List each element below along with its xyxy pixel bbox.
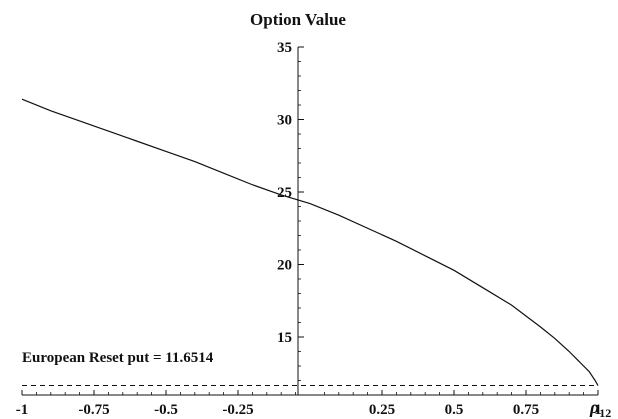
reference-line-label: European Reset put = 11.6514 [22,350,214,366]
x-tick-label: -0.75 [78,402,109,418]
x-axis-label: ρ12 [589,397,611,419]
x-tick-label: -1 [16,402,29,418]
x-axis-label-subscript: 12 [599,406,611,419]
axes [21,46,599,396]
tick-labels: -1 -0.75 -0.5 -0.25 0.25 0.5 0.75 1 15 20 25 30 35 [16,40,602,418]
option-value-line [21,98,599,386]
y-tick-label: 25 [277,185,292,201]
y-tick-label: 20 [277,258,292,274]
x-tick-label: 0.75 [513,402,539,418]
series-group [21,98,599,386]
y-tick-label: 35 [277,40,292,56]
x-tick-label: 0.25 [369,402,395,418]
x-tick-label: 1 [594,402,602,418]
x-tick-label: 0.5 [445,402,464,418]
y-tick-label: 30 [277,113,292,129]
chart-title: Option Value [250,10,346,29]
x-tick-label: -0.25 [222,402,253,418]
x-axis-label-symbol: ρ [589,397,599,417]
y-tick-label: 15 [277,330,292,346]
x-tick-label: -0.5 [154,402,178,418]
